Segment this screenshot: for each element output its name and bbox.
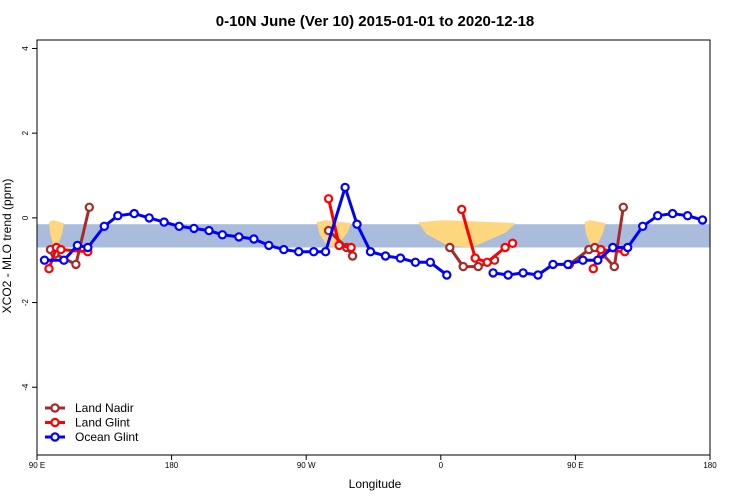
land-glint-point [457,204,467,215]
ocean-glint-point [395,253,406,263]
land-nadir-point [473,261,483,272]
ocean-glint-point [217,230,228,240]
ocean-glint-point [563,259,573,270]
ocean-glint-point [320,246,331,257]
x-tick-label: 90 W [297,461,316,470]
ocean-glint-point [159,217,169,227]
ocean-glint-point [380,251,391,261]
ocean-glint-point [667,208,678,219]
ocean-glint-point [608,242,618,253]
ocean-glint-point [294,246,304,257]
land-glint-point [588,264,599,274]
reference-band [37,224,710,248]
ocean-glint-point [548,259,558,270]
land-nadir-point [609,261,620,272]
ocean-glint-point [533,270,543,280]
land-glint-point [56,244,66,255]
legend-label-land-glint: Land Glint [75,416,130,430]
ocean-glint-point [189,223,199,234]
land-glint-point [507,238,518,248]
ocean-glint-point [279,244,289,255]
land-nadir-point [618,202,629,212]
series-ocean-glint [39,182,708,280]
y-tick-label: 2 [21,130,30,135]
ocean-glint-line-0 [44,185,448,277]
ocean-glint-point [129,208,139,219]
ocean-glint-point [99,221,110,231]
land-nadir-point [347,251,358,261]
x-tick-label: 180 [703,461,717,470]
x-tick-label: 180 [165,461,179,470]
ocean-glint-point [174,221,184,231]
ocean-glint-point [653,210,663,221]
y-tick-label: -4 [21,383,30,391]
legend-marker-land-nadir [50,403,60,413]
land-glint-point [500,242,510,253]
ocean-glint-point [682,210,693,221]
ocean-glint-point [503,270,513,280]
ocean-glint-point [72,240,83,251]
y-tick-label: 4 [21,46,30,51]
y-tick-label: 0 [21,215,30,220]
ocean-glint-point [309,246,319,257]
ocean-glint-point [204,225,214,236]
x-tick-label: 0 [439,461,444,470]
land-region-0 [48,220,64,248]
ocean-glint-point [113,210,123,221]
ocean-glint-point [234,232,244,242]
legend-marker-ocean-glint [50,432,60,442]
land-nadir-point [458,261,468,272]
axes-layer: 90 E 180 90 W 0 90 E 180 -4 -2 0 2 4 [21,46,717,470]
x-axis-label: Longitude [349,477,402,491]
land-glint-point [334,240,344,251]
land-region-3 [584,220,606,248]
ocean-glint-point [59,255,69,265]
chart-title: 0-10N June (Ver 10) 2015-01-01 to 2020-1… [216,13,535,30]
ocean-glint-point [578,255,588,265]
series-layer [39,182,708,280]
legend-label-land-nadir: Land Nadir [75,401,134,415]
ocean-glint-point [442,270,452,280]
land-nadir-point [445,242,455,253]
ocean-glint-point [249,234,259,244]
legend-marker-land-glint [50,417,60,428]
land-glint-point [470,253,480,263]
land-nadir-point [71,259,81,270]
ocean-glint-point [488,268,498,278]
ocean-glint-point [83,242,93,253]
ocean-glint-point [410,257,421,267]
ocean-glint-point [425,257,435,267]
ocean-glint-point [638,221,648,231]
ocean-glint-point [623,242,633,253]
land-glint-point [596,244,606,255]
land-glint-point [346,242,356,253]
land-map-layer [48,220,606,248]
ocean-glint-point [518,268,528,278]
land-glint-point [323,194,334,204]
legend-label-ocean-glint: Ocean Glint [75,430,139,444]
ocean-glint-point [144,213,154,223]
land-nadir-point [84,202,95,212]
ocean-glint-point [264,240,274,251]
ocean-glint-point [340,182,350,193]
plot-frame [36,39,711,456]
ocean-glint-point [593,255,603,265]
x-tick-label: 90 E [29,461,45,470]
x-tick-label: 90 E [567,461,583,470]
y-axis-label: XCO2 - MLO trend (ppm) [0,179,14,314]
ocean-glint-point [39,255,50,265]
ocean-glint-point [697,215,708,225]
land-glint-point [44,264,54,274]
ocean-glint-point [365,246,376,257]
y-tick-label: -2 [21,298,30,306]
ocean-glint-point [352,219,362,229]
reference-band-layer [37,224,710,248]
land-glint-point [482,257,492,267]
